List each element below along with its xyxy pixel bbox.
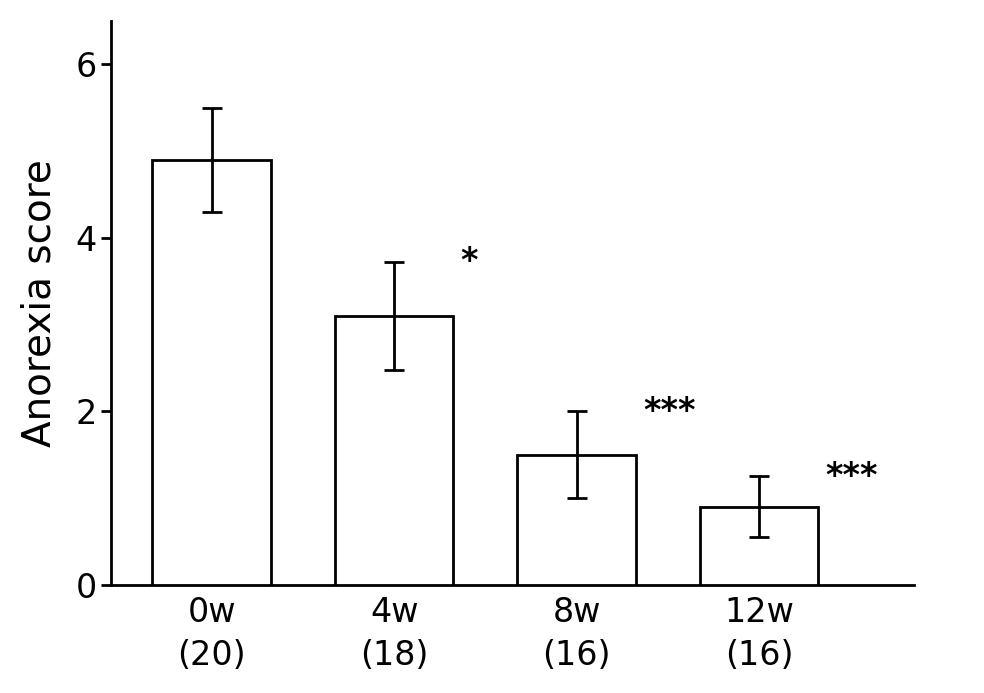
Text: ***: *** xyxy=(644,395,696,428)
Bar xyxy=(700,507,819,585)
Bar xyxy=(153,159,271,585)
Text: *: * xyxy=(461,245,478,279)
Bar xyxy=(518,455,636,585)
Text: ***: *** xyxy=(826,459,878,493)
Y-axis label: Anorexia score: Anorexia score xyxy=(21,159,59,447)
Bar xyxy=(335,316,454,585)
